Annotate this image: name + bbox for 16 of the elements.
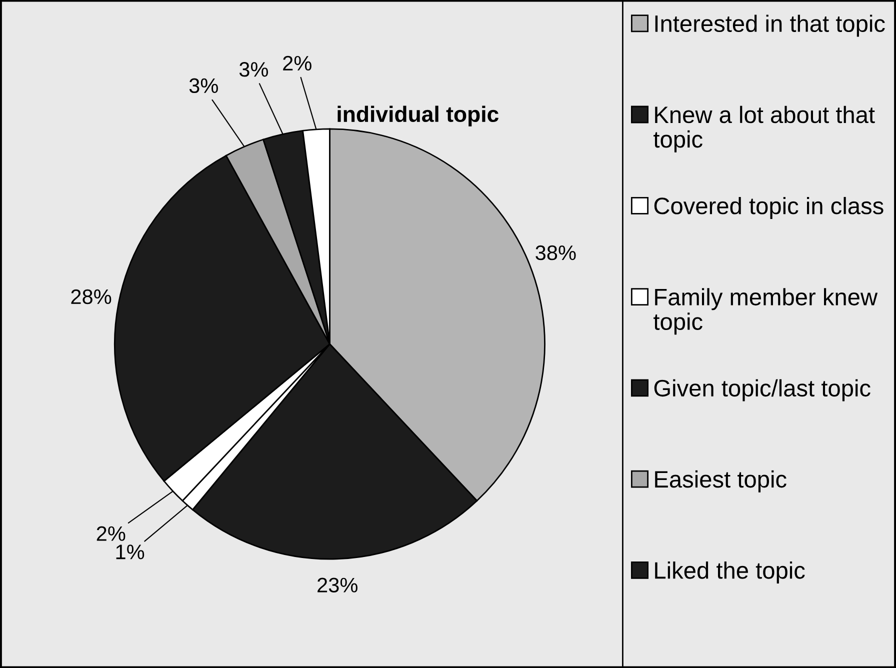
data-label: 2% <box>96 526 126 541</box>
legend-label: Liked the topic <box>655 562 805 584</box>
legend-label: Easiest topic <box>655 470 786 492</box>
data-label: 23% <box>318 578 358 592</box>
legend-label: Knew a lot about that topic <box>654 106 875 152</box>
data-label: 38% <box>536 245 576 260</box>
legend-label: Family member knew topic <box>654 288 878 335</box>
legend-label: Given topic/last topic <box>654 379 870 402</box>
data-label: 2% <box>283 56 312 71</box>
data-label: 28% <box>71 289 112 304</box>
text: individual topic <box>338 106 498 126</box>
data-label: 3% <box>239 62 268 77</box>
legend-label: Interested in that topic <box>655 14 885 37</box>
legend-label: Covered topic in class <box>654 196 884 219</box>
data-label: 1% <box>116 544 144 560</box>
data-label: 3% <box>189 78 218 94</box>
